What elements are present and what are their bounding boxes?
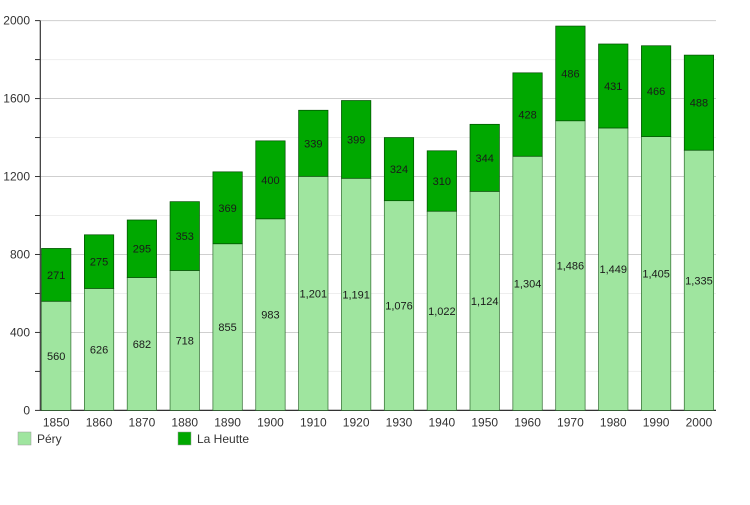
svg-text:560: 560 (47, 351, 65, 363)
svg-text:626: 626 (90, 344, 108, 356)
svg-text:310: 310 (433, 176, 451, 188)
svg-text:1,449: 1,449 (599, 264, 627, 276)
svg-text:1940: 1940 (428, 415, 455, 429)
svg-text:1920: 1920 (343, 415, 370, 429)
svg-text:1960: 1960 (514, 415, 541, 429)
svg-text:682: 682 (133, 339, 151, 351)
svg-text:2000: 2000 (3, 14, 30, 28)
svg-text:1850: 1850 (43, 415, 70, 429)
svg-text:1870: 1870 (129, 415, 156, 429)
svg-text:1,076: 1,076 (385, 301, 413, 313)
svg-text:369: 369 (218, 203, 236, 215)
svg-text:295: 295 (133, 244, 151, 256)
svg-text:431: 431 (604, 81, 622, 93)
svg-text:353: 353 (176, 231, 194, 243)
svg-text:324: 324 (390, 164, 408, 176)
svg-text:La Heutte: La Heutte (197, 432, 249, 446)
svg-text:1,201: 1,201 (300, 288, 328, 300)
svg-text:1930: 1930 (386, 415, 413, 429)
svg-text:399: 399 (347, 134, 365, 146)
svg-text:1880: 1880 (171, 415, 198, 429)
svg-text:271: 271 (47, 270, 65, 282)
svg-text:1,486: 1,486 (557, 261, 585, 273)
svg-text:275: 275 (90, 257, 108, 269)
svg-text:983: 983 (261, 310, 279, 322)
svg-text:1600: 1600 (3, 92, 30, 106)
svg-text:466: 466 (647, 86, 665, 98)
svg-text:1,405: 1,405 (642, 268, 670, 280)
svg-text:1990: 1990 (643, 415, 670, 429)
svg-text:855: 855 (218, 322, 236, 334)
svg-text:1970: 1970 (557, 415, 584, 429)
svg-text:400: 400 (261, 175, 279, 187)
svg-text:339: 339 (304, 138, 322, 150)
svg-text:0: 0 (23, 403, 30, 417)
svg-text:1950: 1950 (471, 415, 498, 429)
svg-text:2000: 2000 (686, 415, 713, 429)
svg-text:1,124: 1,124 (471, 296, 499, 308)
svg-text:1900: 1900 (257, 415, 284, 429)
svg-text:488: 488 (690, 98, 708, 110)
svg-text:1910: 1910 (300, 415, 327, 429)
svg-text:800: 800 (10, 247, 30, 261)
svg-text:1980: 1980 (600, 415, 627, 429)
svg-text:344: 344 (476, 153, 494, 165)
svg-text:1890: 1890 (214, 415, 241, 429)
svg-text:1,335: 1,335 (685, 275, 713, 287)
svg-text:400: 400 (10, 325, 30, 339)
svg-text:1,191: 1,191 (342, 289, 370, 301)
svg-text:428: 428 (518, 110, 536, 122)
svg-text:1,304: 1,304 (514, 278, 542, 290)
svg-text:718: 718 (176, 335, 194, 347)
svg-text:1200: 1200 (3, 170, 30, 184)
svg-text:Péry: Péry (37, 432, 62, 446)
svg-text:1860: 1860 (86, 415, 113, 429)
svg-text:486: 486 (561, 68, 579, 80)
svg-text:1,022: 1,022 (428, 306, 456, 318)
